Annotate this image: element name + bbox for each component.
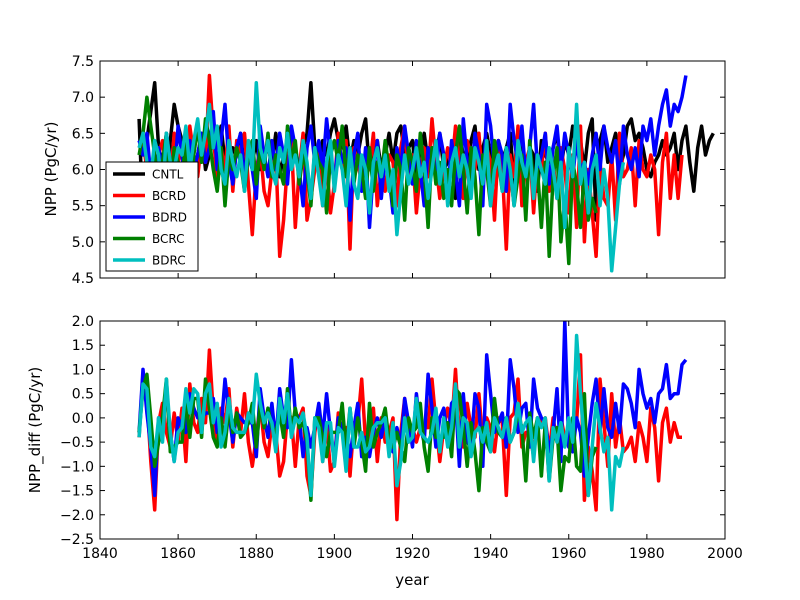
x-tick-label: 2000: [707, 546, 743, 562]
npp-y-axis-label: NPP (PgC/yr): [42, 122, 60, 217]
npp-diff-y-tick-label: 1.5: [72, 338, 94, 354]
legend-label-bcrc: BCRC: [152, 232, 185, 246]
npp-diff-tick-layer: −2.5 −2.0 −1.5 −1.0 −0.5 0.0 0.5 1.0 1.5 2.0 1840 1…: [60, 314, 743, 562]
x-tick-label: 1980: [629, 546, 665, 562]
npp-diff-panel: −2.5 −2.0 −1.5 −1.0 −0.5 0.0 0.5 1.0 1.5 2.0 1840 1…: [26, 314, 743, 589]
npp-diff-y-tick-label: 0.5: [72, 387, 94, 403]
x-tick-label: 1920: [395, 546, 431, 562]
npp-y-tick-label: 6.0: [72, 163, 94, 179]
npp-diff-y-tick-label: −2.5: [60, 532, 94, 548]
npp-y-tick-label: 7.5: [72, 54, 94, 70]
npp-y-tick-label: 5.5: [72, 199, 94, 215]
legend: CNTL BCRD BDRD BCRC BDRC: [105, 161, 199, 272]
npp-diff-y-tick-label: −2.0: [60, 508, 94, 524]
x-tick-label: 1960: [551, 546, 587, 562]
legend-label-bdrc: BDRC: [152, 254, 186, 268]
x-tick-label: 1940: [473, 546, 509, 562]
npp-diff-series-bdrc-line: [137, 333, 626, 512]
npp-diff-y-tick-label: −1.0: [60, 459, 94, 475]
npp-y-tick-label: 4.5: [72, 271, 94, 287]
legend-label-cntl: CNTL: [152, 168, 184, 182]
x-tick-label: 1900: [317, 546, 353, 562]
npp-diff-series-layer: [137, 321, 688, 522]
npp-y-tick-label: 6.5: [72, 126, 94, 142]
npp-diff-y-tick-label: −0.5: [60, 435, 94, 451]
x-tick-label: 1860: [160, 546, 196, 562]
npp-y-tick-label: 5.0: [72, 235, 94, 251]
legend-label-bdrd: BDRD: [152, 211, 187, 225]
x-tick-label: 1880: [238, 546, 274, 562]
legend-label-bcrd: BCRD: [152, 189, 186, 203]
npp-diff-y-tick-label: 0.0: [72, 411, 94, 427]
npp-series-bdrc-line: [137, 80, 626, 273]
npp-panel: 4.5 5.0 5.5 6.0 6.5 7.0 7.5 NPP (PgC/yr) CNTL B…: [42, 54, 726, 287]
x-tick-label: 1840: [82, 546, 118, 562]
x-axis-label: year: [395, 571, 429, 589]
npp-diff-y-tick-label: 2.0: [72, 314, 94, 330]
npp-y-tick-label: 7.0: [72, 90, 94, 106]
npp-series-layer: [137, 73, 715, 273]
npp-diff-y-tick-label: −1.5: [60, 484, 94, 500]
npp-diff-y-tick-label: 1.0: [72, 362, 94, 378]
npp-tick-layer: 4.5 5.0 5.5 6.0 6.5 7.0 7.5: [72, 54, 726, 287]
npp-diff-y-axis-label: NPP_diff (PgC/yr): [26, 367, 45, 493]
npp-series-bdrd-line: [137, 75, 688, 230]
